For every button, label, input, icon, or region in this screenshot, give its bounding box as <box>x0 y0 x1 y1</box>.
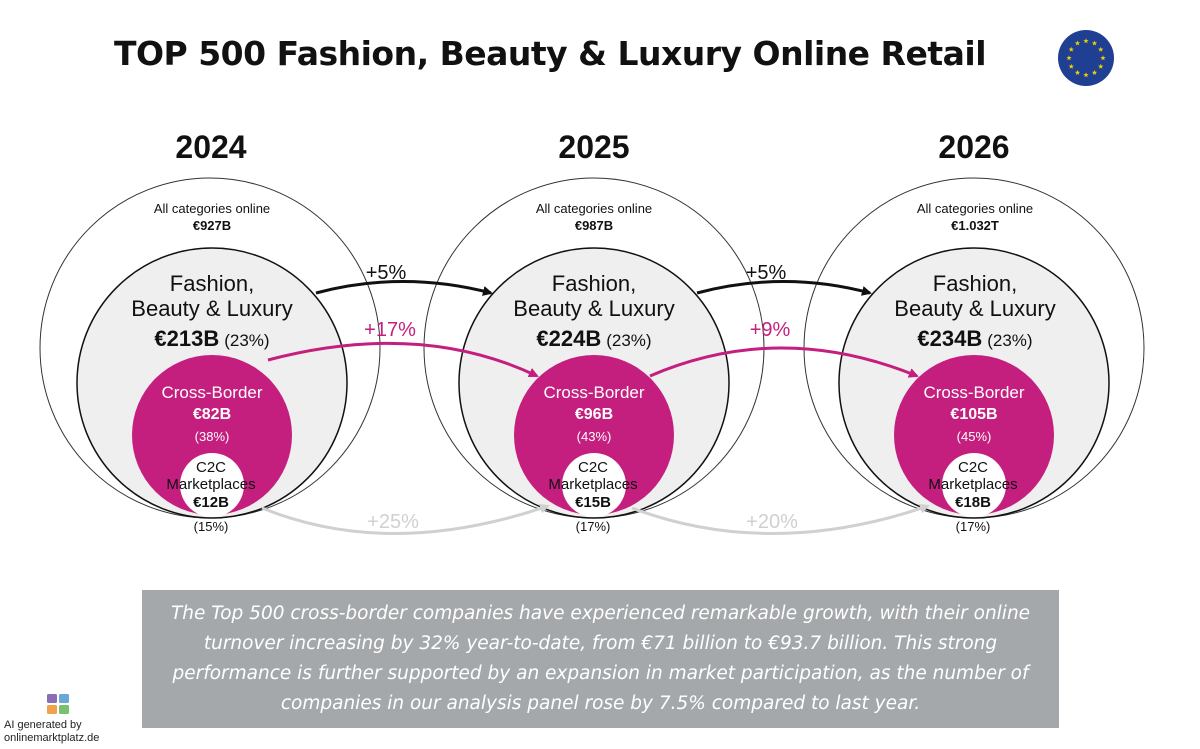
c2c-label-line2: Marketplaces <box>928 476 1017 493</box>
cross-border-circle <box>514 355 674 515</box>
cross-border-share: (43%) <box>577 429 612 444</box>
credit: AI generated by onlinemarktplatz.de <box>4 719 99 745</box>
summary-box: The Top 500 cross-border companies have … <box>142 590 1059 728</box>
fbl-label-line1: Fashion, <box>552 271 636 296</box>
fbl-growth-label-2: +5% <box>746 262 787 284</box>
cross-border-growth-arrow-2 <box>649 346 919 378</box>
fbl-label-line1: Fashion, <box>933 271 1017 296</box>
year-label: 2025 <box>558 129 629 165</box>
eu-star <box>1098 63 1104 69</box>
fbl-share: (23%) <box>987 331 1032 350</box>
fbl-share: (23%) <box>224 331 269 350</box>
c2c-growth-arrow-1 <box>261 503 550 535</box>
all-categories-value: €927B <box>193 218 231 233</box>
growth-diagram: 2024 All categories online €927B Fashion… <box>39 129 1145 535</box>
fbl-share: (23%) <box>606 331 651 350</box>
cross-border-growth-label-1: +17% <box>364 319 416 341</box>
fbl-growth-arrow-1 <box>315 280 493 296</box>
eu-star <box>1074 69 1081 75</box>
fbl-label-line2: Beauty & Luxury <box>513 296 674 321</box>
c2c-label-line2: Marketplaces <box>548 476 637 493</box>
c2c-circle <box>942 453 1006 517</box>
eu-star <box>1074 40 1081 46</box>
credit-line-2: onlinemarktplatz.de <box>4 732 100 744</box>
c2c-share: (15%) <box>194 519 229 534</box>
c2c-growth-label-1: +25% <box>367 511 419 533</box>
c2c-value: €18B <box>955 494 991 511</box>
c2c-share: (17%) <box>576 519 611 534</box>
eu-star <box>1091 40 1098 46</box>
eu-flag-icon <box>1058 30 1114 86</box>
cross-border-value: €105B <box>950 406 997 423</box>
cross-border-circle <box>894 355 1054 515</box>
all-categories-label: All categories online <box>536 201 652 216</box>
fbl-value-line: €213B (23%) <box>154 326 269 351</box>
eu-star <box>1066 55 1072 61</box>
eu-star <box>1068 63 1074 69</box>
c2c-value: €12B <box>193 494 229 511</box>
cross-border-share: (45%) <box>957 429 992 444</box>
cross-border-label: Cross-Border <box>923 383 1024 402</box>
fbl-value: €213B <box>154 326 219 351</box>
year-label: 2026 <box>938 129 1009 165</box>
cross-border-growth-label-2: +9% <box>750 319 791 341</box>
year-group-2026: 2026 All categories online €1.032T Fashi… <box>803 129 1145 534</box>
c2c-label-line1: C2C <box>578 459 608 476</box>
fbl-value-line: €224B (23%) <box>536 326 651 351</box>
eu-star <box>1091 69 1098 75</box>
all-categories-label: All categories online <box>917 201 1033 216</box>
year-group-2025: 2025 All categories online €987B Fashion… <box>423 129 765 534</box>
onlinemarktplatz-logo <box>47 694 69 714</box>
all-categories-value: €987B <box>575 218 613 233</box>
all-categories-value: €1.032T <box>951 218 999 233</box>
c2c-growth-arrow-2 <box>631 503 930 535</box>
fbl-value-line: €234B (23%) <box>917 326 1032 351</box>
eu-star <box>1098 46 1104 52</box>
fbl-growth-label-1: +5% <box>366 262 407 284</box>
cross-border-label: Cross-Border <box>543 383 644 402</box>
year-label: 2024 <box>175 129 246 165</box>
cross-border-value: €82B <box>193 406 231 423</box>
c2c-share: (17%) <box>956 519 991 534</box>
fbl-label-line1: Fashion, <box>170 271 254 296</box>
c2c-circle <box>180 453 244 517</box>
eu-star <box>1100 55 1106 61</box>
eu-star <box>1068 46 1074 52</box>
fbl-label-line2: Beauty & Luxury <box>894 296 1055 321</box>
c2c-circle <box>562 453 626 517</box>
fbl-value: €224B <box>536 326 601 351</box>
cross-border-value: €96B <box>575 406 613 423</box>
c2c-label-line1: C2C <box>958 459 988 476</box>
fbl-label-line2: Beauty & Luxury <box>131 296 292 321</box>
fbl-value: €234B <box>917 326 982 351</box>
year-group-2024: 2024 All categories online €927B Fashion… <box>39 129 381 534</box>
growth-arrows: +5% +5% +17% +9% +25% +20% <box>261 262 930 535</box>
c2c-label-line2: Marketplaces <box>166 476 255 493</box>
fbl-growth-arrow-2 <box>696 280 872 296</box>
eu-star <box>1083 72 1089 78</box>
c2c-growth-label-2: +20% <box>746 511 798 533</box>
cross-border-label: Cross-Border <box>161 383 262 402</box>
cross-border-share: (38%) <box>195 429 230 444</box>
all-categories-label: All categories online <box>154 201 270 216</box>
c2c-label-line1: C2C <box>196 459 226 476</box>
page-title: TOP 500 Fashion, Beauty & Luxury Online … <box>113 34 987 73</box>
credit-line-1: AI generated by <box>4 719 82 731</box>
cross-border-circle <box>132 355 292 515</box>
eu-star <box>1083 38 1089 44</box>
c2c-value: €15B <box>575 494 611 511</box>
cross-border-growth-arrow-1 <box>267 341 539 378</box>
summary-text: The Top 500 cross-border companies have … <box>170 603 1031 714</box>
